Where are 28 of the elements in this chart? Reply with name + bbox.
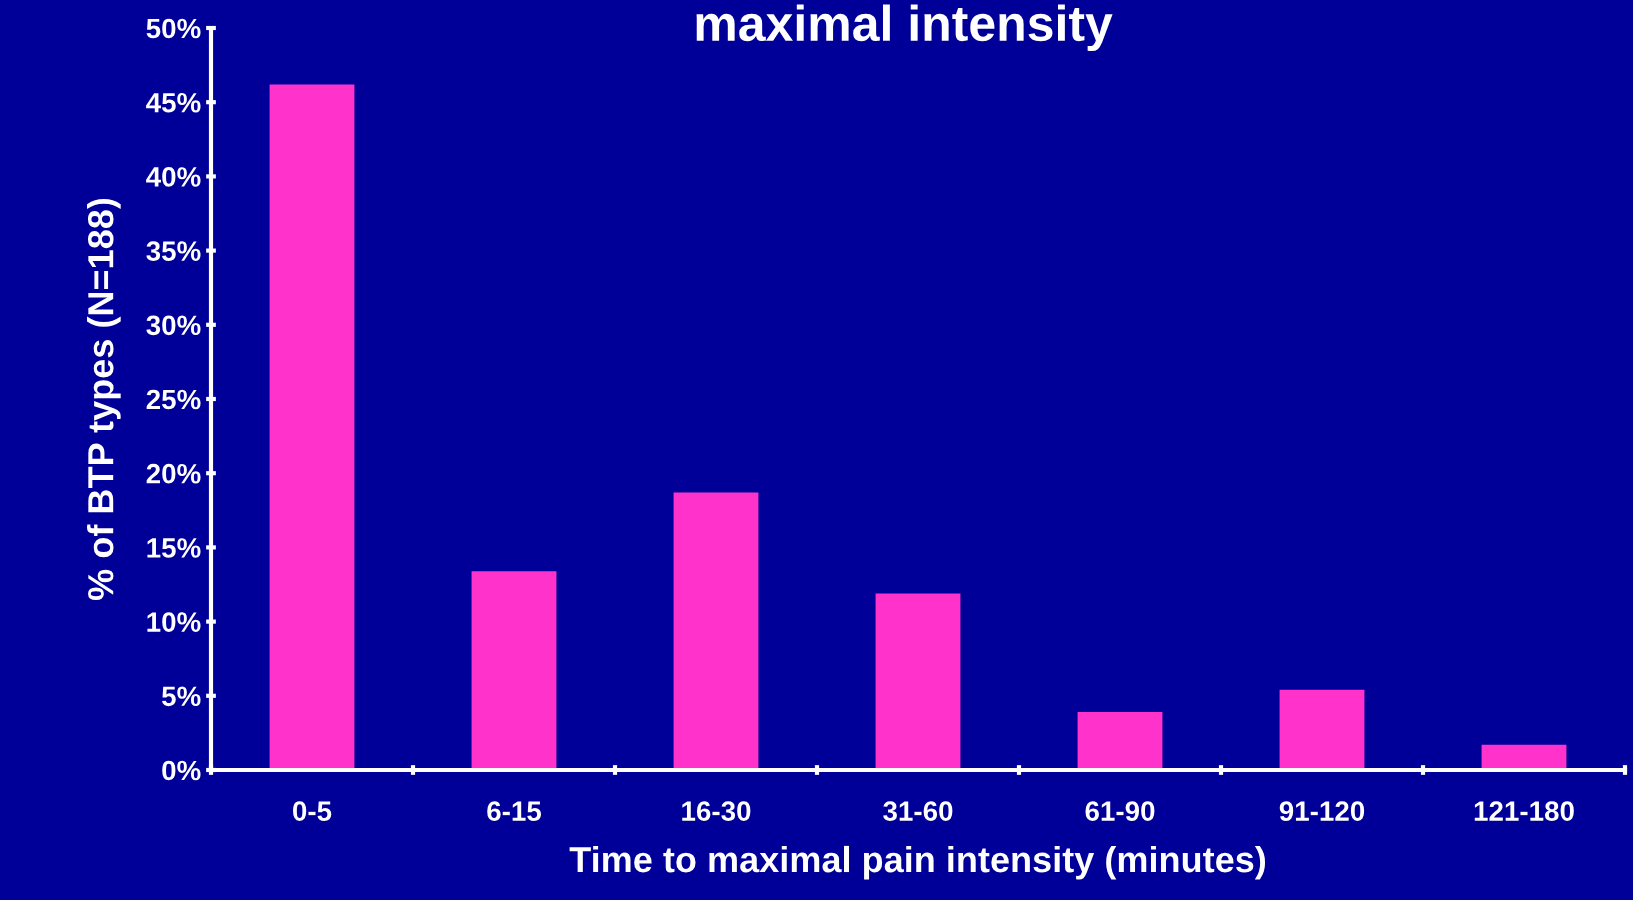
x-tick-label: 61-90 (1085, 801, 1155, 821)
x-tick-label: 16-30 (682, 801, 751, 821)
y-tick-label: 25% (146, 389, 201, 410)
y-tick-label: 35% (146, 241, 201, 261)
y-tick-label: 0% (162, 760, 201, 781)
chart-title: maximal intensity (696, 4, 1113, 52)
y-tick-label: 40% (146, 167, 201, 187)
bar (471, 571, 557, 770)
y-tick-label: 45% (146, 92, 201, 113)
bar (1481, 744, 1567, 770)
x-tick-label: 121-180 (1474, 801, 1574, 821)
y-tick-label: 5% (161, 686, 201, 707)
bar (875, 593, 961, 770)
x-tick-label: 0-5 (293, 801, 332, 821)
y-axis-title: % of BTP types (N=188) (87, 198, 121, 600)
bar (1077, 712, 1163, 770)
x-axis-title: Time to maximal pain intensity (minutes) (569, 845, 1266, 880)
y-tick-label: 50% (146, 18, 201, 39)
y-tick-label: 10% (147, 612, 201, 632)
y-tick-label: 20% (146, 463, 201, 484)
x-tick-label: 6-15 (487, 801, 542, 821)
bar (673, 492, 759, 770)
x-tick-label: 31-60 (883, 801, 953, 821)
y-tick-label: 30% (146, 315, 201, 336)
bar (269, 84, 355, 770)
y-tick-label: 15% (147, 538, 201, 558)
x-tick-label: 91-120 (1279, 801, 1365, 821)
bar (1279, 689, 1365, 770)
